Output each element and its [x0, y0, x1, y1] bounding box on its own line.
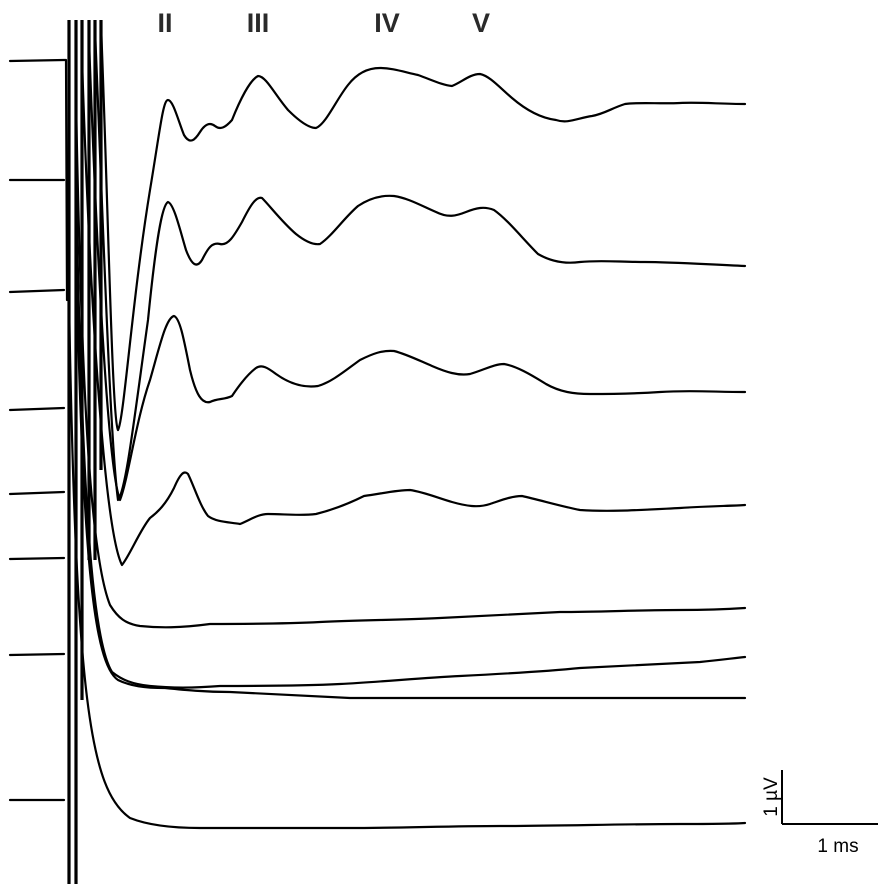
scale-bar-y-label: 1 µV — [761, 777, 782, 817]
stimulus-artifact — [67, 20, 103, 884]
peak-label-iv: IV — [374, 8, 400, 38]
peak-label-iii: III — [247, 8, 270, 38]
waveform-traces — [8, 23, 747, 830]
trace-2 — [8, 28, 747, 502]
trace-1 — [8, 23, 747, 432]
trace-4 — [8, 58, 747, 567]
trace-3 — [8, 38, 747, 502]
peak-labels: II III IV V — [157, 8, 490, 38]
peak-label-ii: II — [157, 8, 172, 38]
peak-label-v: V — [472, 8, 490, 38]
trace-8 — [8, 298, 747, 830]
trace-7 — [8, 238, 747, 700]
scale-bar-x-label: 1 ms — [817, 836, 858, 857]
scale-bar: 1 µV 1 ms — [761, 770, 878, 857]
trace-5 — [8, 98, 747, 629]
trace-6 — [8, 178, 747, 689]
